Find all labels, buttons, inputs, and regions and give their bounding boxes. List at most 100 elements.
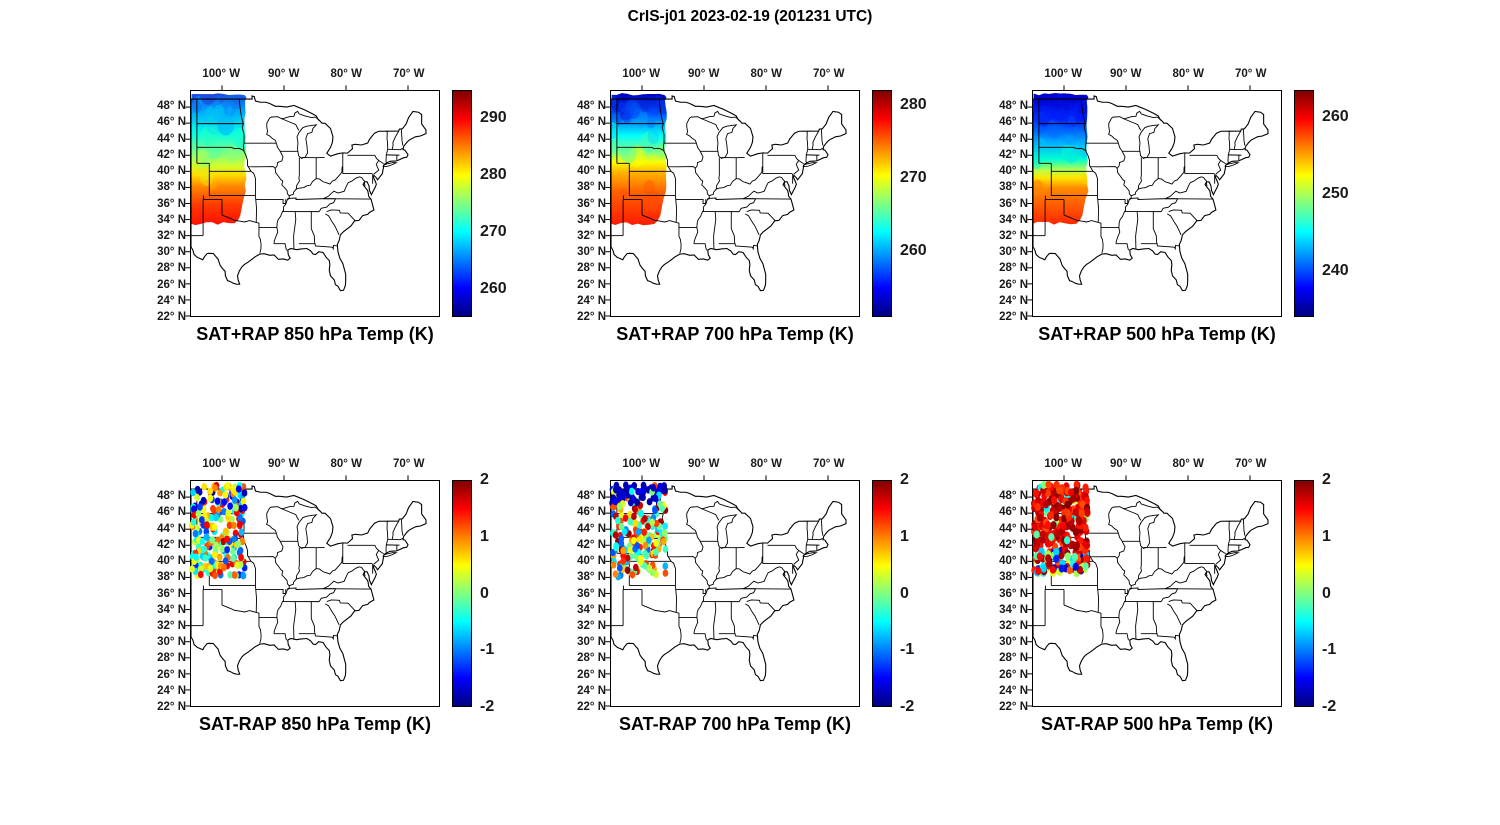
colorbar-tick-label: 1: [900, 527, 909, 545]
lat-tick-label: 26° N: [999, 278, 1028, 291]
lat-tick-label: 26° N: [157, 278, 186, 291]
lat-tick-label: 36° N: [157, 587, 186, 600]
colorbar-tick-label: 280: [480, 166, 507, 184]
lon-tick-label: 80° W: [750, 458, 782, 470]
colorbar-tick-label: 280: [900, 95, 927, 113]
lon-tick-label: 90° W: [688, 68, 720, 80]
lon-tick-label: 100° W: [202, 458, 241, 470]
panel-sat-minus-rap-700: 100° W 90° W 80° W 70° W 48° N 46° N 44° N 42° …: [550, 458, 980, 768]
figure-title: CrIS-j01 2023-02-19 (201231 UTC): [627, 8, 873, 25]
lat-tick-label: 40° N: [999, 555, 1028, 568]
lat-tick-label: 24° N: [999, 684, 1028, 697]
lat-tick-label: 44° N: [577, 132, 606, 145]
colorbar-tick-label: 270: [900, 168, 927, 186]
lat-tick-label: 48° N: [577, 100, 606, 113]
lat-tick-label: 24° N: [157, 684, 186, 697]
colorbar-tick-label: -1: [900, 641, 915, 659]
lat-tick-label: 44° N: [577, 522, 606, 535]
lon-tick-label: 90° W: [688, 458, 720, 470]
map-canvas: [1033, 481, 1281, 706]
lat-tick-label: 26° N: [999, 668, 1028, 681]
lat-tick-label: 36° N: [577, 197, 606, 210]
map-frame: [190, 480, 440, 707]
panel-sat-plus-rap-850: 100° W 90° W 80° W 70° W 48° N 46° N 44° N 42° …: [130, 68, 560, 378]
colorbar-tick-label: -2: [480, 698, 495, 715]
lat-tick-label: 32° N: [999, 229, 1028, 242]
lon-tick-label: 70° W: [813, 458, 845, 470]
colorbar-tick-label: 2: [480, 471, 489, 488]
lat-tick-label: 40° N: [157, 165, 186, 178]
lat-tick-label: 40° N: [577, 165, 606, 178]
colorbar-tick-label: -1: [1322, 641, 1337, 659]
lat-tick-label: 32° N: [157, 619, 186, 632]
lat-tick-label: 32° N: [999, 619, 1028, 632]
lat-tick-label: 46° N: [577, 116, 606, 129]
lat-tick-label: 44° N: [157, 132, 186, 145]
lat-tick-label: 48° N: [157, 100, 186, 113]
panel-sat-minus-rap-500: 100° W 90° W 80° W 70° W 48° N 46° N 44° N 42° …: [972, 458, 1402, 768]
map-frame: [610, 480, 860, 707]
colorbar-tick-label: 2: [1322, 471, 1331, 488]
lat-tick-label: 34° N: [157, 213, 186, 226]
lon-tick-label: 90° W: [1110, 68, 1142, 80]
lat-tick-label: 36° N: [577, 587, 606, 600]
colorbar-tick-label: 1: [1322, 527, 1331, 545]
lon-tick-label: 100° W: [202, 68, 241, 80]
lat-tick-label: 28° N: [577, 652, 606, 665]
lat-tick-label: 34° N: [577, 213, 606, 226]
lat-tick-label: 22° N: [999, 701, 1028, 713]
lat-tick-label: 42° N: [999, 538, 1028, 551]
lat-tick-label: 36° N: [999, 587, 1028, 600]
lon-tick-label: 80° W: [330, 68, 362, 80]
lat-tick-label: 30° N: [157, 246, 186, 259]
lat-tick-label: 48° N: [999, 490, 1028, 503]
lat-tick-label: 38° N: [577, 181, 606, 194]
lat-tick-label: 30° N: [157, 636, 186, 649]
lat-tick-label: 32° N: [577, 229, 606, 242]
lat-tick-label: 24° N: [577, 294, 606, 307]
colorbar-tick-label: 0: [900, 584, 909, 602]
lat-tick-label: 22° N: [157, 311, 186, 323]
lon-tick-label: 70° W: [393, 68, 425, 80]
colorbar-tick-label: -2: [1322, 698, 1337, 715]
colorbar: [1294, 480, 1314, 707]
lat-tick-label: 24° N: [577, 684, 606, 697]
panel-title: SAT+RAP 700 hPa Temp (K): [616, 324, 854, 344]
colorbar-tick-label: 270: [480, 222, 507, 240]
lat-tick-label: 34° N: [157, 603, 186, 616]
lat-tick-label: 22° N: [577, 311, 606, 323]
lat-tick-label: 40° N: [157, 555, 186, 568]
lon-tick-label: 70° W: [813, 68, 845, 80]
panel-title: SAT+RAP 500 hPa Temp (K): [1038, 324, 1276, 344]
lat-tick-label: 38° N: [157, 181, 186, 194]
lat-tick-label: 30° N: [999, 246, 1028, 259]
lon-tick-label: 80° W: [750, 68, 782, 80]
lat-tick-label: 38° N: [577, 571, 606, 584]
colorbar-tick-label: 2: [900, 471, 909, 488]
colorbar-tick-label: 1: [480, 527, 489, 545]
lat-tick-label: 22° N: [577, 701, 606, 713]
panel-title: SAT+RAP 850 hPa Temp (K): [196, 324, 434, 344]
lon-tick-label: 80° W: [1172, 68, 1204, 80]
lat-tick-label: 26° N: [157, 668, 186, 681]
lat-tick-label: 24° N: [999, 294, 1028, 307]
lon-tick-label: 100° W: [622, 68, 661, 80]
map-frame: [1032, 480, 1282, 707]
colorbar-tick-label: 250: [1322, 184, 1349, 202]
colorbar-tick-label: 260: [480, 279, 507, 297]
colorbar-tick-label: -2: [900, 698, 915, 715]
lat-tick-label: 38° N: [157, 571, 186, 584]
lat-tick-label: 36° N: [157, 197, 186, 210]
colorbar: [872, 90, 892, 317]
lat-tick-label: 44° N: [157, 522, 186, 535]
panel-sat-minus-rap-850: 100° W 90° W 80° W 70° W 48° N 46° N 44° N 42° …: [130, 458, 560, 768]
lat-tick-label: 34° N: [999, 603, 1028, 616]
lat-tick-label: 40° N: [577, 555, 606, 568]
panel-title: SAT-RAP 700 hPa Temp (K): [618, 714, 852, 734]
colorbar-tick-label: 0: [1322, 584, 1331, 602]
lon-tick-label: 100° W: [1044, 68, 1083, 80]
lon-tick-label: 100° W: [622, 458, 661, 470]
lat-tick-label: 34° N: [577, 603, 606, 616]
lat-tick-label: 28° N: [999, 262, 1028, 275]
lat-tick-label: 46° N: [999, 506, 1028, 519]
